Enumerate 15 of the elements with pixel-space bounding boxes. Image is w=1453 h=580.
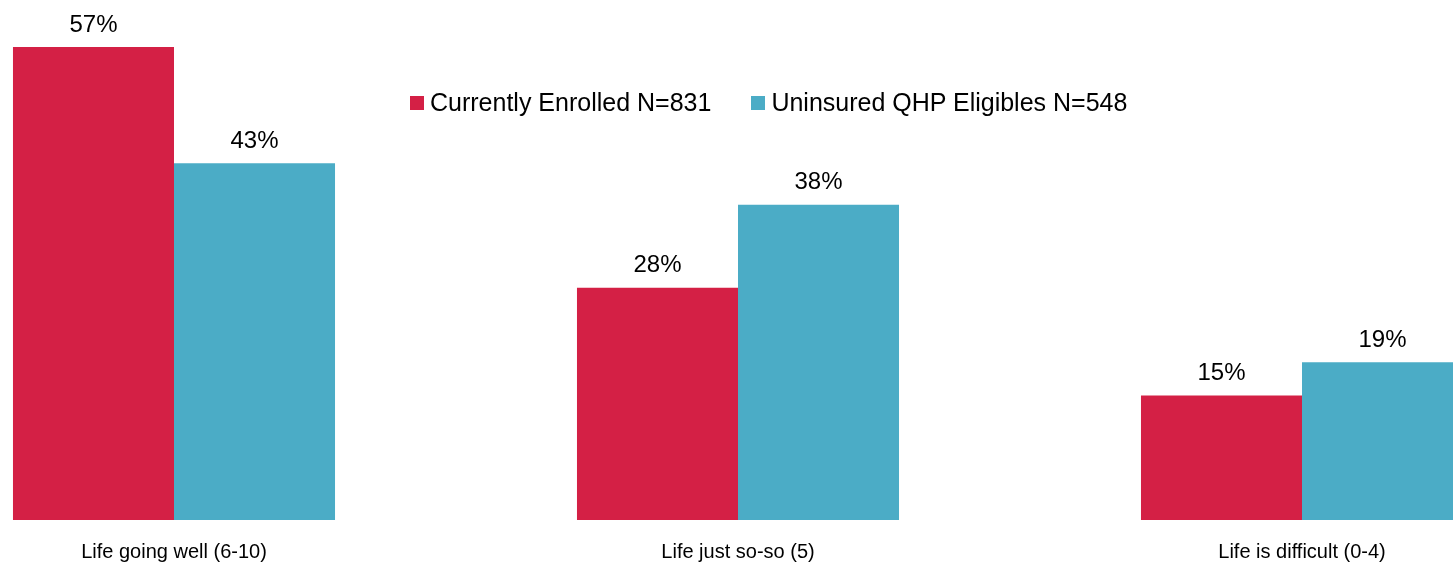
data-label: 15% [1197,358,1246,386]
legend-label: Currently Enrolled N=831 [430,88,712,117]
x-tick-label: Life is difficult (0-4) [1218,539,1386,562]
bar [576,287,738,520]
x-tick-label: Life going well (6-10) [81,539,267,562]
bar [12,47,174,520]
data-label: 57% [69,9,118,37]
data-label: 28% [633,250,682,278]
data-label: 19% [1358,324,1407,352]
data-label: 38% [794,167,843,195]
x-tick-label: Life just so-so (5) [661,539,815,562]
bar [174,163,336,520]
data-label: 43% [230,125,279,153]
bar [738,204,900,520]
legend-label: Uninsured QHP Eligibles N=548 [771,88,1128,117]
